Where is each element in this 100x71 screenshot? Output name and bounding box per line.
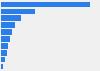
Bar (1, 43, 8, 49)
Bar (1, 50, 7, 56)
Bar (1, 9, 35, 14)
Bar (1, 36, 10, 42)
Bar (1, 2, 90, 7)
Bar (1, 22, 15, 28)
Bar (1, 15, 21, 21)
Bar (1, 29, 12, 35)
Bar (1, 64, 3, 69)
Bar (1, 57, 5, 62)
